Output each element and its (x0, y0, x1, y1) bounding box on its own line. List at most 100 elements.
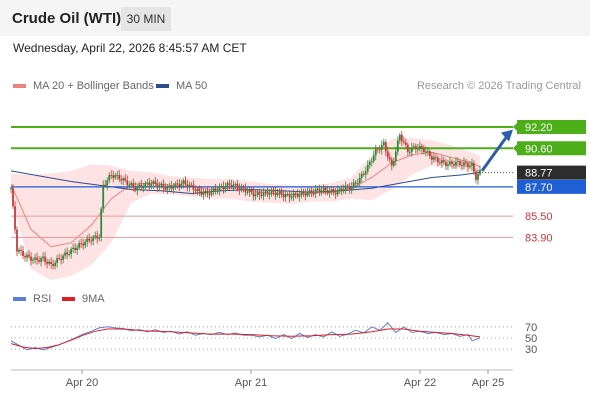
candle (146, 179, 149, 188)
candle (467, 160, 469, 172)
candle (320, 185, 323, 196)
candle (314, 184, 317, 199)
candle (30, 252, 32, 266)
candle (238, 183, 241, 196)
candle (236, 179, 239, 192)
candle (430, 152, 433, 165)
legend-bollinger: MA 20 + Bollinger Bands (13, 80, 154, 92)
candle (190, 181, 193, 188)
candle (372, 150, 375, 164)
level-labels-layer: 92.20 90.60 88.77 87.70 85.50 83.90 (513, 119, 586, 244)
candle (24, 253, 26, 262)
projection-arrow-shaft (480, 136, 508, 172)
candle (46, 258, 48, 269)
candle (441, 155, 443, 168)
candle (112, 170, 115, 183)
candle (106, 177, 109, 191)
candle (332, 186, 335, 196)
candle (302, 188, 305, 198)
candle (404, 138, 407, 150)
candle (50, 257, 52, 269)
candle (80, 238, 83, 249)
rsi-level-label: 70 (525, 322, 537, 334)
candle (354, 180, 357, 189)
candle (44, 251, 46, 266)
candle (420, 143, 423, 154)
legend-bollinger-label: MA 20 + Bollinger Bands (33, 80, 154, 92)
candle (34, 253, 36, 264)
candle (370, 157, 373, 167)
candle (160, 181, 163, 189)
candle (473, 160, 475, 176)
candle (334, 187, 337, 200)
candle (362, 170, 365, 177)
candle (186, 179, 189, 192)
candle (84, 239, 87, 249)
candle (465, 158, 467, 168)
legend-rsi-ma: 9MA (62, 293, 105, 305)
level-label-last: 88.77 (525, 168, 553, 180)
projection-arrow-layer (480, 129, 513, 172)
candle (424, 146, 427, 157)
rsi-level-label: 50 (525, 333, 537, 345)
candle (28, 249, 30, 259)
candle (124, 174, 127, 183)
candle (418, 141, 421, 152)
candle (284, 190, 287, 202)
level-label-support: 83.90 (525, 232, 553, 244)
candle (336, 185, 339, 197)
candle (96, 230, 99, 244)
candle (178, 179, 181, 191)
timeframe-button[interactable]: 30 MIN (121, 7, 171, 31)
candle (300, 188, 303, 199)
candle (184, 176, 187, 188)
candle (338, 186, 341, 195)
candle (92, 234, 95, 246)
candle (60, 254, 63, 265)
candle (66, 247, 69, 260)
candle (234, 182, 237, 189)
candle (228, 179, 231, 190)
candle (398, 132, 401, 144)
legend-rsi-label: RSI (33, 293, 52, 305)
candle (98, 233, 101, 242)
candle (64, 248, 67, 259)
candle (216, 185, 219, 195)
bollinger-band-layer (11, 137, 480, 280)
candle (268, 189, 271, 200)
candle (282, 189, 285, 202)
candle (246, 187, 249, 196)
candle (174, 181, 177, 190)
projection-arrow-head (501, 129, 513, 142)
candle (14, 201, 16, 234)
level-badge-last (517, 165, 586, 180)
candle (58, 253, 61, 261)
candle (254, 190, 257, 201)
candle (384, 139, 387, 157)
candle (258, 188, 261, 200)
candle (479, 165, 481, 177)
candle (477, 169, 479, 185)
candle (126, 175, 129, 190)
candle (208, 188, 211, 200)
candle (170, 180, 173, 192)
candle (52, 259, 54, 270)
legend-rsi-ma-label: 9MA (82, 293, 105, 305)
candle (196, 186, 199, 195)
candle (90, 236, 93, 246)
candle (451, 159, 453, 169)
candle (408, 147, 411, 156)
candle (20, 245, 22, 256)
candle (274, 187, 277, 200)
candle (396, 136, 399, 156)
legend-ma50-label: MA 50 (176, 80, 208, 92)
candle (138, 181, 141, 191)
candle (22, 246, 24, 259)
candle (242, 184, 245, 193)
time-tick-label: Apr 25 (472, 377, 504, 389)
candle (158, 181, 161, 192)
candle (310, 186, 313, 198)
candle (40, 256, 42, 267)
candle (76, 244, 79, 255)
